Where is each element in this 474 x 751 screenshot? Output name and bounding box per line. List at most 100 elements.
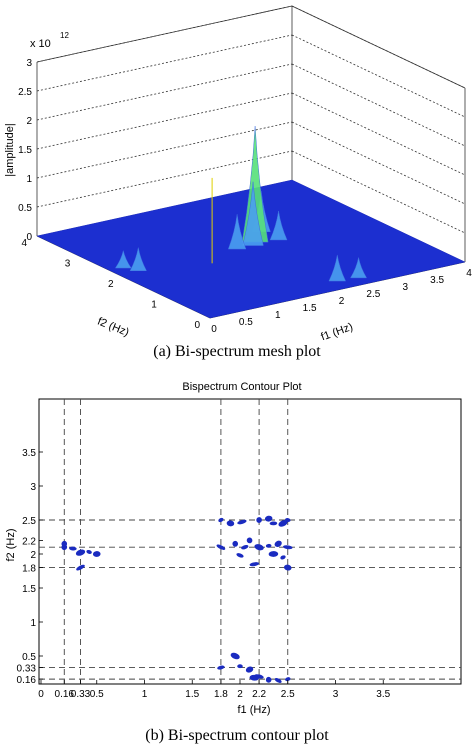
mesh-gridline — [36, 34, 293, 92]
contour-caption: (b) Bi-spectrum contour plot — [145, 727, 329, 744]
mesh-floor-surface — [36, 179, 466, 319]
mesh-y-tick: 4 — [21, 238, 27, 249]
mesh-gridline — [36, 121, 293, 179]
mesh-x-tick: 4 — [466, 268, 472, 279]
contour-x-tick: 0.5 — [90, 689, 104, 700]
contour-blob — [246, 537, 253, 544]
contour-blob — [86, 549, 92, 554]
contour-blob — [92, 551, 101, 557]
mesh-peak — [242, 181, 264, 246]
contour-blob — [282, 545, 293, 550]
contour-y-tick: 1 — [30, 618, 36, 629]
contour-blob — [69, 546, 77, 551]
mesh-gridline — [36, 92, 293, 150]
contour-blob — [249, 562, 260, 567]
mesh-z-label: |amplitude| — [4, 123, 16, 176]
mesh-peak — [114, 250, 132, 269]
contour-blob — [254, 544, 264, 551]
contour-blobs — [61, 515, 293, 683]
contour-blob — [269, 521, 278, 526]
contour-y-tick: 2.5 — [22, 516, 36, 527]
contour-x-tick: 0.16 — [55, 689, 75, 700]
contour-tick-labels: 0 0.160.33 0.5 1 1.5 1.8 2 2.2 2.5 3 3.50.160.330.… — [17, 448, 391, 700]
mesh-x-tick: 3 — [402, 282, 408, 293]
contour-blob — [285, 677, 291, 682]
mesh-x-tick: 1.5 — [303, 303, 317, 314]
contour-x-tick: 2.2 — [252, 689, 266, 700]
mesh-y-tick: 0 — [194, 320, 200, 331]
mesh-caption: (a) Bi-spectrum mesh plot — [153, 343, 321, 360]
mesh-y-tick: 2 — [108, 279, 114, 290]
contour-y-tick: 3 — [30, 482, 36, 493]
mesh-z-tick: 3 — [26, 58, 32, 69]
mesh-peak — [227, 214, 247, 250]
contour-x-tick: 1.8 — [214, 689, 228, 700]
contour-blob — [218, 517, 224, 523]
contour-x-tick: 0.33 — [71, 689, 91, 700]
mesh-gridline — [36, 5, 293, 63]
contour-blob — [280, 555, 286, 560]
mesh-gridline — [36, 150, 293, 208]
mesh-peak — [328, 254, 347, 282]
mesh-y-tick: 3 — [65, 259, 71, 270]
contour-blob — [268, 551, 279, 557]
contour-blob — [264, 515, 273, 522]
mesh-x-tick: 0.5 — [239, 317, 253, 328]
contour-blob — [237, 519, 247, 525]
mesh-peak — [350, 257, 368, 279]
mesh-x-tick: 1 — [275, 310, 281, 321]
mesh-z-tick: 2 — [26, 116, 32, 127]
mesh-x-tick: 3.5 — [430, 275, 444, 286]
contour-y-tick: 2.2 — [22, 536, 36, 547]
mesh-z-tick: 1.5 — [18, 145, 32, 156]
mesh-x-label: f1 (Hz) — [319, 321, 354, 340]
mesh-z-tick: 2.5 — [18, 87, 32, 98]
mesh-z-tick: 0.5 — [18, 203, 32, 214]
contour-blob — [274, 678, 282, 683]
contour-x-label: f1 (Hz) — [238, 704, 271, 716]
contour-y-tick: 2 — [30, 550, 36, 561]
contour-y-tick: 0.16 — [17, 675, 37, 686]
contour-blob — [249, 674, 260, 681]
contour-blob — [265, 676, 272, 683]
mesh-y-label: f2 (Hz) — [96, 315, 131, 338]
mesh-peak — [241, 126, 269, 243]
contour-blob — [76, 564, 85, 571]
mesh-x-tick: 0 — [211, 324, 217, 335]
contour-blob — [216, 544, 226, 550]
contour-blob — [284, 518, 291, 522]
contour-blob — [283, 564, 292, 571]
contour-x-tick: 1.5 — [185, 689, 199, 700]
contour-blob — [236, 553, 244, 558]
mesh-exponent: x 10 — [30, 38, 51, 50]
contour-x-tick: 2 — [237, 689, 243, 700]
contour-blob — [230, 652, 240, 660]
contour-y-tick: 1.8 — [22, 564, 36, 575]
contour-blob — [241, 544, 249, 550]
contour-blob — [61, 540, 68, 547]
contour-x-tick: 2.5 — [281, 689, 295, 700]
contour-y-label: f2 (Hz) — [5, 529, 17, 562]
mesh-z-tick: 0 — [26, 232, 32, 243]
mesh-surface — [36, 126, 466, 319]
contour-plot: Bispectrum Contour Plot 0 0.160.33 0.5 1 1.5… — [5, 381, 462, 716]
contour-blob — [75, 549, 86, 556]
mesh-top-edge-right — [291, 5, 466, 89]
mesh-exponent-power: 12 — [60, 31, 69, 40]
mesh-peak — [129, 247, 147, 271]
mesh-x-tick: 2.5 — [366, 289, 380, 300]
mesh-peak — [269, 210, 288, 241]
contour-blob — [274, 540, 282, 547]
contour-x-tick: 3.5 — [376, 689, 390, 700]
contour-blob — [256, 517, 262, 523]
contour-blob — [237, 664, 243, 669]
contour-y-tick: 0.33 — [17, 664, 37, 675]
contour-x-tick: 3 — [333, 689, 339, 700]
contour-y-tick: 3.5 — [22, 448, 36, 459]
contour-blob — [226, 520, 235, 527]
contour-blob — [265, 543, 272, 548]
mesh-x-tick: 2 — [339, 296, 345, 307]
contour-blob — [217, 665, 225, 670]
